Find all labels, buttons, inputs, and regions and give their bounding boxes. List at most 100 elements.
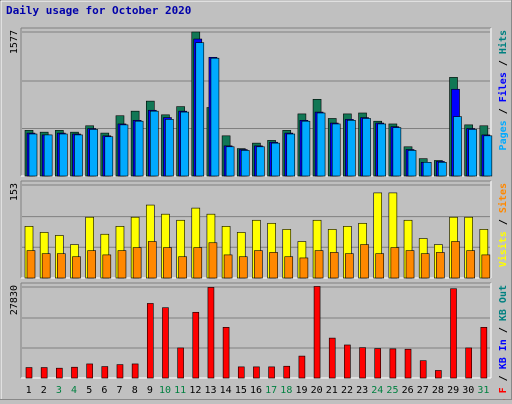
bar-sites-day-3 — [57, 253, 66, 279]
legend-separator: / — [498, 369, 509, 387]
legend-entry: Hits — [497, 30, 509, 54]
bar-sites-day-16 — [254, 250, 263, 279]
bar-pages-day-15 — [240, 150, 250, 177]
bar-kb-f-day-13 — [207, 287, 215, 379]
x-tick-label-day-8: 8 — [132, 385, 138, 396]
bar-kb-f-day-17 — [268, 366, 275, 379]
bar-pages-day-6 — [104, 136, 114, 177]
x-tick-label-day-16: 16 — [250, 385, 262, 396]
bar-sites-day-30 — [466, 250, 475, 279]
bar-pages-day-28 — [438, 162, 447, 177]
bar-sites-day-4 — [72, 256, 81, 279]
bar-pages-day-30 — [468, 129, 477, 177]
x-tick-label-day-12: 12 — [189, 385, 201, 396]
bar-pages-day-19 — [301, 120, 311, 177]
bar-kb-f-day-8 — [131, 363, 139, 379]
x-tick-label-day-6: 6 — [101, 385, 107, 396]
bar-kb-f-day-16 — [253, 366, 260, 379]
bar-sites-day-5 — [87, 250, 96, 279]
bar-sites-day-24 — [375, 253, 385, 279]
bar-pages-day-17 — [271, 142, 280, 177]
bar-kb-f-day-6 — [101, 366, 109, 379]
x-tick-label-day-9: 9 — [147, 385, 153, 396]
bar-kb-f-day-23 — [359, 347, 366, 379]
x-tick-label-day-26: 26 — [402, 385, 414, 396]
bar-kb-f-day-5 — [86, 363, 93, 379]
bar-sites-day-7 — [117, 250, 127, 279]
bar-pages-day-8 — [134, 120, 144, 177]
bar-pages-day-2 — [43, 134, 53, 177]
x-tick-label-day-15: 15 — [235, 385, 247, 396]
bar-kb-f-day-31 — [480, 327, 488, 379]
x-tick-label-day-7: 7 — [117, 385, 123, 396]
bar-pages-day-29 — [453, 116, 462, 177]
bar-kb-f-day-7 — [116, 364, 124, 379]
bar-sites-day-12 — [193, 247, 203, 279]
legend-entry: KB In — [498, 339, 509, 369]
bar-kb-f-day-28 — [435, 370, 442, 379]
chart-title: Daily usage for October 2020 — [6, 4, 192, 17]
bar-kb-f-day-15 — [237, 366, 245, 379]
bar-kb-f-day-21 — [328, 337, 336, 379]
bar-sites-day-28 — [436, 252, 445, 279]
x-tick-label-day-11: 11 — [174, 385, 186, 396]
bar-sites-day-31 — [481, 254, 491, 279]
legend-entry: Pages — [498, 120, 509, 150]
bar-sites-day-29 — [451, 241, 460, 279]
bar-pages-day-11 — [180, 111, 189, 177]
bar-pages-day-18 — [286, 133, 296, 177]
bar-pages-day-4 — [74, 134, 83, 177]
bar-sites-day-14 — [223, 254, 233, 279]
legend-entry: KB F — [498, 387, 509, 400]
x-tick-label-day-24: 24 — [371, 385, 383, 396]
x-tick-label-day-29: 29 — [447, 385, 459, 396]
legend-volume: KB F / KB In / KB Out — [498, 285, 509, 400]
y-max-label: 153 — [9, 183, 20, 201]
bar-sites-day-22 — [345, 253, 354, 279]
legend-separator: / — [498, 213, 509, 231]
bar-kb-f-day-27 — [419, 360, 427, 379]
x-tick-label-day-27: 27 — [417, 385, 429, 396]
bar-pages-day-20 — [316, 112, 326, 177]
x-tick-label-day-18: 18 — [280, 385, 292, 396]
legend-separator: / — [498, 102, 509, 120]
x-tick-label-day-14: 14 — [220, 385, 232, 396]
x-tick-label-day-4: 4 — [71, 385, 77, 396]
x-tick-label-day-5: 5 — [86, 385, 92, 396]
bar-pages-day-9 — [149, 110, 159, 177]
legend-entry: KB Out — [498, 285, 509, 321]
bar-pages-day-12 — [195, 42, 205, 177]
bar-sites-day-21 — [329, 252, 339, 279]
bar-sites-day-11 — [178, 256, 187, 279]
x-tick-label-day-17: 17 — [265, 385, 277, 396]
bar-kb-f-day-26 — [404, 348, 412, 379]
bar-pages-day-7 — [119, 124, 129, 177]
bar-kb-f-day-3 — [56, 367, 63, 379]
bar-pages-day-23 — [362, 118, 371, 177]
x-tick-label-day-25: 25 — [386, 385, 398, 396]
x-axis-labels: 1 2 3 4 5 6 7 8 9 10 11 12 13 14 15 16 17 18 19 20 21 22 23 24 2… — [26, 385, 490, 396]
bar-pages-day-3 — [59, 133, 68, 177]
bar-sites-day-6 — [102, 254, 112, 279]
bar-sites-day-8 — [132, 247, 142, 279]
legend-entry: Visits — [497, 231, 509, 267]
bar-pages-day-1 — [28, 133, 38, 177]
x-tick-label-day-28: 28 — [432, 385, 444, 396]
bar-sites-day-15 — [238, 256, 248, 279]
x-tick-label-day-21: 21 — [326, 385, 338, 396]
x-tick-label-day-1: 1 — [26, 385, 32, 396]
bar-sites-day-20 — [314, 250, 324, 279]
x-tick-label-day-2: 2 — [41, 385, 47, 396]
bar-sites-day-25 — [390, 247, 400, 279]
bar-sites-day-1 — [26, 250, 36, 279]
bar-pages-day-31 — [483, 135, 493, 177]
legend-visits: Visits / Sites — [497, 183, 509, 267]
bar-pages-day-16 — [256, 146, 265, 177]
x-tick-label-day-31: 31 — [477, 385, 489, 396]
bar-pages-day-13 — [210, 57, 220, 177]
bar-kb-f-day-22 — [344, 344, 351, 379]
bar-sites-day-23 — [360, 244, 369, 279]
bar-pages-day-5 — [89, 129, 98, 177]
